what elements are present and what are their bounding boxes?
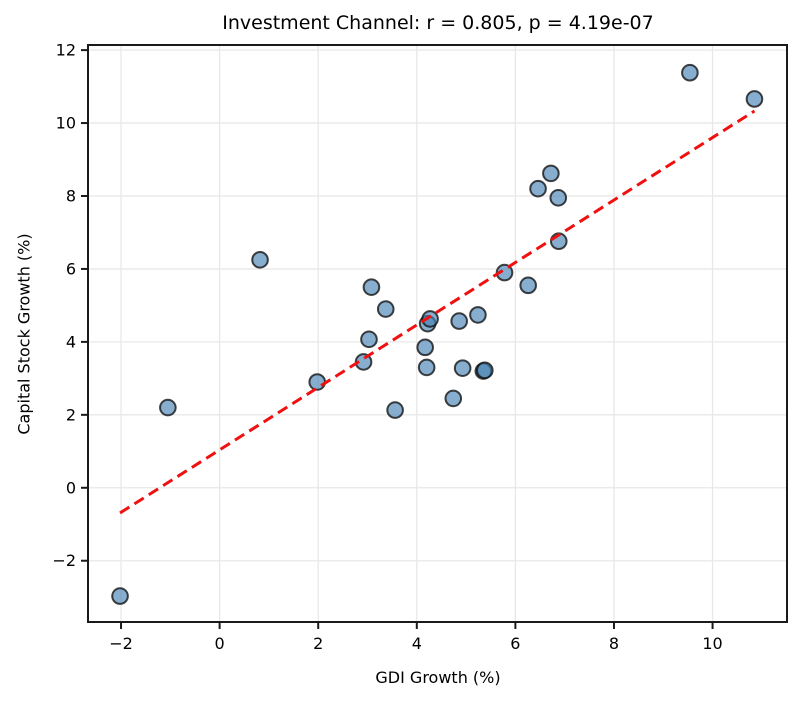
- y-tick-label: 0: [66, 478, 76, 497]
- y-tick-label: 8: [66, 186, 76, 205]
- y-tick-label: 2: [66, 405, 76, 424]
- data-point: [251, 251, 269, 269]
- y-axis-label: Capital Stock Growth (%): [14, 233, 34, 435]
- data-point: [549, 189, 568, 207]
- data-point: [529, 179, 547, 198]
- data-point: [681, 63, 699, 82]
- y-tick-label: 12: [56, 41, 76, 60]
- y-tick-label: −2: [52, 551, 76, 570]
- data-point: [542, 164, 560, 183]
- y-tick-label: 4: [66, 332, 76, 351]
- chart-title: Investment Channel: r = 0.805, p = 4.19e…: [222, 12, 654, 34]
- plot-area: [88, 45, 787, 622]
- x-tick-label: 8: [609, 634, 619, 653]
- data-point: [376, 300, 395, 318]
- x-tick-label: 6: [510, 634, 520, 653]
- data-point: [519, 276, 538, 295]
- data-point: [476, 361, 494, 380]
- data-point: [469, 306, 487, 324]
- data-point: [453, 359, 472, 377]
- x-tick-label: 0: [215, 634, 225, 653]
- data-point: [416, 338, 434, 357]
- data-point: [417, 358, 436, 377]
- data-point: [745, 90, 764, 108]
- y-tick-label: 10: [56, 114, 76, 133]
- x-tick-label: 4: [412, 634, 422, 653]
- data-point: [111, 587, 129, 605]
- data-point: [450, 312, 468, 330]
- data-point: [386, 401, 404, 419]
- axes-spines: [87, 44, 788, 623]
- x-axis-label: GDI Growth (%): [375, 668, 501, 687]
- x-tick-label: −2: [109, 634, 133, 653]
- data-point: [444, 389, 463, 408]
- x-tick-label: 2: [313, 634, 323, 653]
- data-point: [421, 310, 439, 328]
- data-point: [308, 373, 327, 391]
- y-tick-label: 6: [66, 259, 76, 278]
- data-point: [360, 330, 378, 349]
- data-point: [159, 398, 177, 417]
- data-point: [362, 278, 381, 296]
- trend-line: [119, 109, 756, 515]
- x-tick-label: 10: [702, 634, 722, 653]
